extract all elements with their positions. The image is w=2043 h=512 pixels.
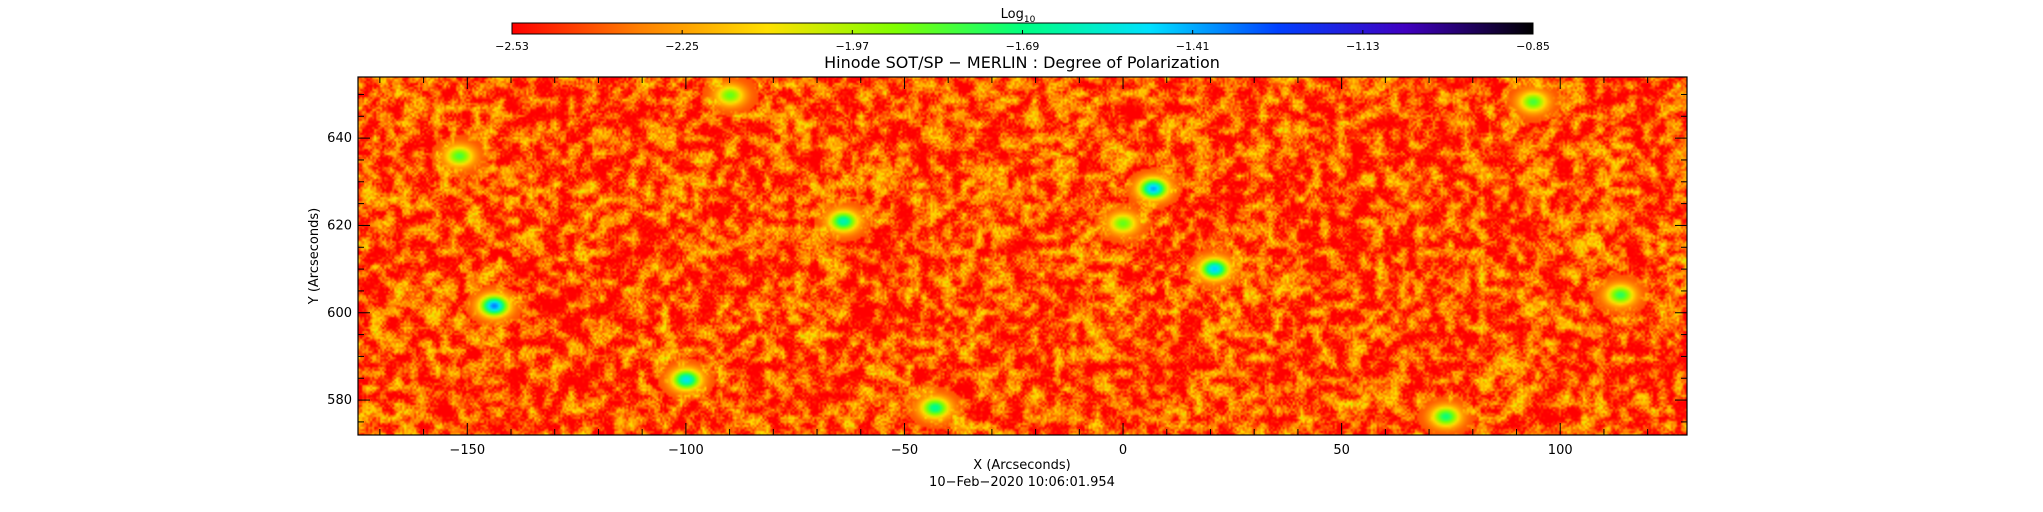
y-tick-label: 600 (327, 306, 352, 321)
plot-frame (357, 76, 1688, 436)
y-axis: 580 600 620 640 (327, 93, 1687, 423)
x-tick-label: 50 (1333, 443, 1350, 458)
y-tick-label: 620 (327, 218, 352, 233)
colorbar-tick-label: −1.69 (1006, 40, 1040, 53)
x-tick-label: 0 (1119, 443, 1127, 458)
chart-title: Hinode SOT/SP − MERLIN : Degree of Polar… (824, 53, 1220, 72)
colorbar-tick-label: −1.13 (1346, 40, 1380, 53)
y-tick-label: 580 (327, 393, 352, 408)
x-axis: −150 −100 −50 0 50 100 (379, 77, 1649, 458)
y-axis-label: Y (Arcseconds) (307, 208, 322, 305)
colorbar-tick-label: −1.97 (835, 40, 869, 53)
y-tick-label: 640 (327, 131, 352, 146)
colorbar-tick-label: −2.53 (495, 40, 529, 53)
x-axis-label: X (Arcseconds) (973, 458, 1070, 473)
colorbar-tick-label: −0.85 (1516, 40, 1550, 53)
colorbar-tick-label: −1.41 (1176, 40, 1210, 53)
colorbar-tick-label: −2.25 (665, 40, 699, 53)
x-tick-label: −50 (891, 443, 918, 458)
x-tick-label: −100 (668, 443, 704, 458)
colorbar-label: Log10 (1001, 7, 1036, 25)
x-tick-label: −150 (449, 443, 485, 458)
colorbar: Log10 −2.53 −2.25 −1.97 −1.69 −1.41 −1.13 −0.8… (495, 7, 1550, 53)
heatmap-image (358, 77, 1687, 435)
x-tick-label: 100 (1548, 443, 1573, 458)
timestamp: 10−Feb−2020 10:06:01.954 (929, 475, 1115, 490)
plot-area: −150 −100 −50 0 50 100 580 600 620 640 (327, 76, 1688, 458)
colorbar-ticks: −2.53 −2.25 −1.97 −1.69 −1.41 −1.13 −0.85 (495, 30, 1550, 53)
